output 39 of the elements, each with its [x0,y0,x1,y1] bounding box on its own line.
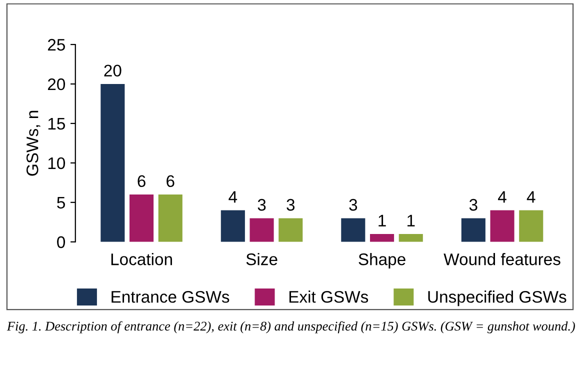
data-label: 6 [166,175,174,188]
bar [100,84,125,242]
y-tick-label: 25 [48,38,65,51]
data-label: 3 [258,198,266,211]
data-label: 6 [138,175,146,188]
legend-label: Unspecified GSWs [428,290,566,306]
data-label: 1 [408,214,415,226]
bar [490,210,514,242]
y-tick-label: 0 [57,236,66,248]
caption: Fig. 1. Description of entrance (n=22), exit (n=8) and unspecified (n=15) GSWs. (GSW = gunshot wound.) [6,321,575,334]
y-tick-label: 10 [48,157,66,170]
x-tick-label: Location [111,252,172,266]
bar [220,210,245,242]
y-tick-label: 5 [57,196,65,209]
bar [398,234,423,242]
bar [519,210,544,242]
legend-label: Exit GSWs [289,290,368,303]
data-label: 1 [378,214,386,226]
bar [461,218,486,242]
data-label: 4 [526,191,536,203]
y-tick-label: 15 [48,118,65,130]
x-tick-label: Wound features [444,252,560,266]
data-label: 3 [349,198,358,211]
bar [370,234,394,242]
x-tick-label: Size [246,252,278,266]
bar [278,218,303,242]
y-axis-title: GSWs, n [26,110,40,176]
data-label: 3 [469,198,478,211]
x-tick-label: Shape [358,252,406,269]
legend-label: Entrance GSWs [112,290,230,303]
bar [250,218,274,242]
bar [341,218,366,242]
data-label: 3 [286,198,295,211]
bar [158,194,182,242]
y-tick-label: 20 [48,78,66,90]
bar [130,194,154,242]
data-label: 4 [228,191,238,203]
data-label: 20 [104,64,122,77]
data-label: 4 [498,191,506,203]
